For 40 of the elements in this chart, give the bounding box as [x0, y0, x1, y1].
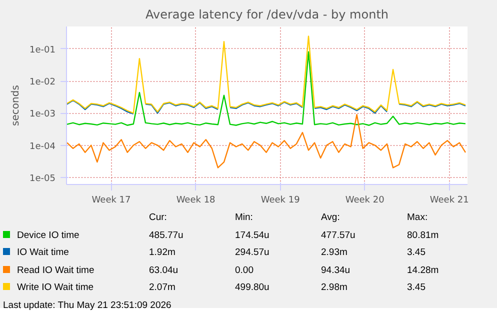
legend-label: IO Wait time: [16, 246, 70, 260]
text: 499.80u: [234, 281, 270, 296]
text: Max:: [406, 211, 429, 225]
line-series: [66, 51, 466, 126]
text: Last update: Thu May 21 23:51:09 2026: [2, 298, 172, 311]
text: 477.57u: [320, 228, 356, 243]
text: 1.92m: [148, 246, 176, 260]
y-tick-label: 1e-03: [30, 110, 56, 120]
legend-label: Read IO Wait time: [16, 264, 96, 278]
text: 3.45: [406, 246, 426, 260]
text: 14.28m: [406, 264, 440, 278]
text: Min:: [234, 211, 254, 225]
line-series: [66, 114, 466, 168]
text: 3.45: [406, 281, 426, 296]
y-tick-label: 1e-02: [30, 78, 56, 88]
y-axis-title: seconds: [10, 85, 22, 126]
y-tick-label: 1e-01: [30, 45, 56, 56]
x-tick-label: Week 18: [176, 196, 216, 206]
y-tick-label: 1e-05: [30, 174, 56, 184]
text: 94.34u: [320, 264, 352, 278]
text: 485.77u: [148, 228, 184, 243]
text: 2.93m: [320, 246, 348, 260]
x-tick-label: Week 20: [345, 196, 385, 206]
text: 294.57u: [234, 246, 270, 260]
text: 174.54u: [234, 228, 270, 243]
legend-label: Write IO Wait time: [16, 281, 95, 296]
line-series: [66, 36, 466, 114]
text: 0.00: [234, 264, 254, 278]
text: 2.98m: [320, 281, 348, 296]
text: Avg:: [320, 211, 341, 225]
x-tick-label: Week 17: [92, 196, 131, 206]
x-tick-label: Week 21: [430, 196, 469, 206]
text: Cur:: [148, 211, 168, 225]
legend-label: Device IO time: [16, 228, 80, 243]
text: 63.04u: [148, 264, 180, 278]
y-tick-label: 1e-04: [30, 142, 56, 152]
x-tick-label: Week 19: [260, 196, 300, 206]
text: 80.81m: [406, 228, 440, 243]
text: 2.07m: [148, 281, 176, 296]
chart-title: Average latency for /dev/vda - by month: [146, 8, 388, 22]
